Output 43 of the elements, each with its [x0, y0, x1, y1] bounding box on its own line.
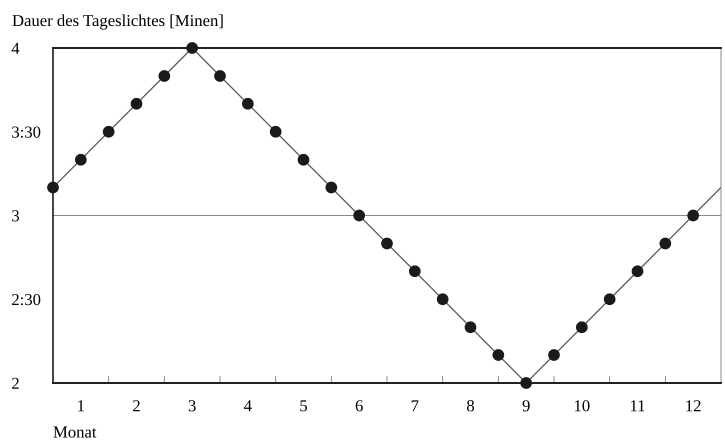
x-tick-label: 1 [78, 400, 84, 412]
point [353, 210, 366, 222]
y-tick-label: 3 [12, 210, 20, 222]
point [408, 265, 421, 278]
point [492, 349, 504, 361]
point [381, 238, 393, 250]
x-tick-label: 11 [630, 400, 645, 412]
x-tick-label: 5 [300, 400, 308, 412]
point [325, 182, 338, 194]
point [436, 293, 449, 306]
point [74, 154, 87, 166]
point [242, 98, 254, 110]
point [659, 238, 672, 250]
y-tick-label: 2:30 [12, 294, 40, 306]
y-tick-label: 2 [12, 378, 19, 389]
x-tick-label: 2 [133, 400, 140, 412]
x-tick-label: 6 [356, 400, 363, 412]
point [604, 293, 616, 306]
x-tick-label: 12 [686, 400, 701, 412]
x-tick-label: 9 [522, 400, 530, 412]
y-axis-title: Dauer des Tageslichtes [Minen] [12, 14, 223, 30]
point [130, 98, 142, 110]
x-tick-label: 7 [412, 400, 419, 412]
x-tick-label: 4 [244, 400, 252, 412]
point [270, 126, 282, 138]
point [687, 210, 700, 222]
point [186, 42, 198, 54]
x-tick-label: 3 [188, 400, 196, 412]
x-tick-label: 10 [574, 400, 590, 412]
y-tick-label: 3:30 [12, 126, 40, 138]
point [548, 349, 560, 361]
point [464, 321, 476, 334]
point [47, 182, 59, 194]
y-tick-label: 4 [12, 42, 20, 54]
point [214, 70, 226, 82]
point [158, 70, 170, 82]
x-axis-title: Monat [53, 426, 96, 438]
point [632, 265, 644, 278]
point [576, 321, 588, 334]
point [102, 126, 115, 138]
x-tick-label: 8 [466, 400, 474, 412]
point [298, 154, 310, 166]
point [520, 377, 532, 389]
